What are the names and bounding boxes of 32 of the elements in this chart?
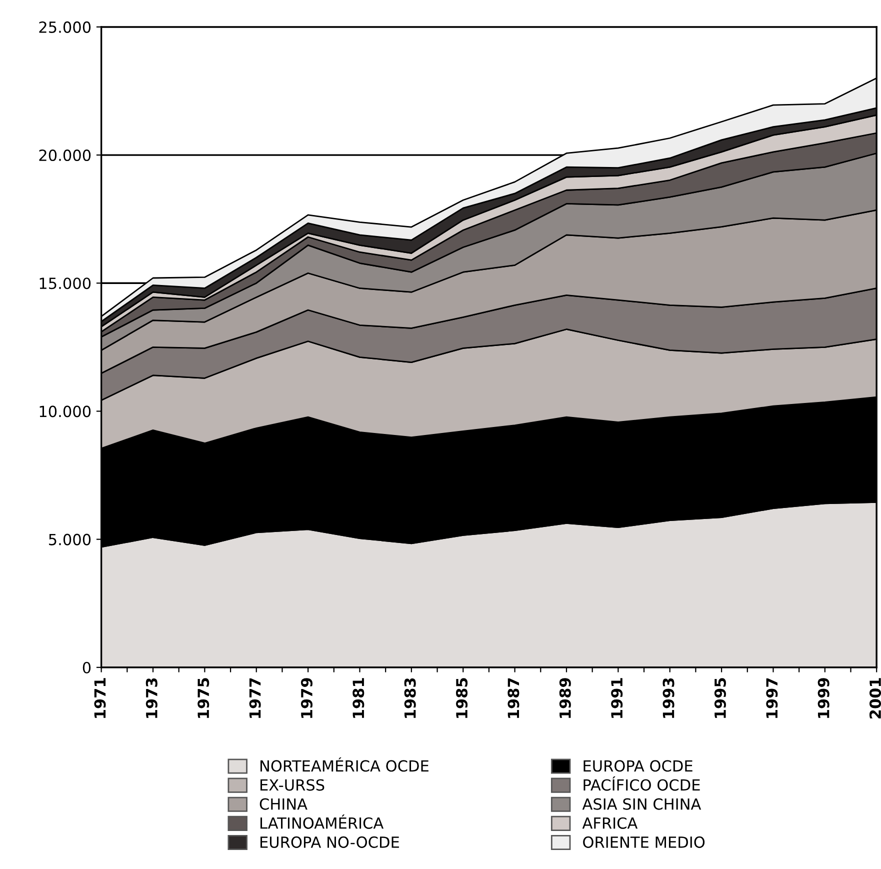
legend-label: ORIENTE MEDIO (583, 836, 705, 848)
x-tick-label: 1997 (766, 678, 778, 718)
x-tick-label: 1977 (249, 678, 261, 718)
legend-label: EUROPA OCDE (584, 760, 692, 772)
y-tick-label: 0 (82, 662, 91, 674)
legend-label: NORTEAMÉRICA OCDE (260, 757, 428, 772)
legend-label: EUROPA NO-OCDE (260, 836, 399, 848)
y-tick-label: 10.000 (40, 406, 91, 418)
x-tick-label: 1983 (404, 678, 416, 718)
legend-label: AFRICA (582, 817, 638, 829)
y-tick-label: 20.000 (39, 149, 91, 162)
x-tick-label: 1999 (818, 678, 830, 718)
x-tick-label: 1987 (508, 678, 520, 718)
x-tick-label: 1971 (94, 678, 106, 718)
legend-label: CHINA (260, 798, 308, 810)
legend-label: EX-URSS (260, 779, 324, 791)
x-tick-label: 1985 (456, 678, 468, 718)
y-tick-label: 15.000 (40, 278, 91, 290)
x-tick-label: 1993 (662, 678, 674, 718)
x-tick-label: 1981 (352, 678, 364, 718)
x-tick-label: 2001 (869, 678, 881, 718)
legend-label: ASIA SIN CHINA (582, 798, 702, 810)
y-tick-label: 5.000 (49, 534, 91, 546)
x-tick-label: 1989 (559, 678, 571, 718)
legend-label: LATINOAMÉRICA (260, 814, 384, 829)
legend-label: PACÍFICO OCDE (584, 776, 700, 791)
x-tick-label: 1975 (198, 678, 210, 718)
x-tick-label: 1973 (146, 678, 158, 718)
y-tick-label: 25.000 (39, 21, 91, 33)
x-tick-label: 1979 (300, 678, 312, 718)
x-tick-label: 1991 (611, 678, 623, 718)
x-tick-label: 1995 (714, 678, 726, 718)
